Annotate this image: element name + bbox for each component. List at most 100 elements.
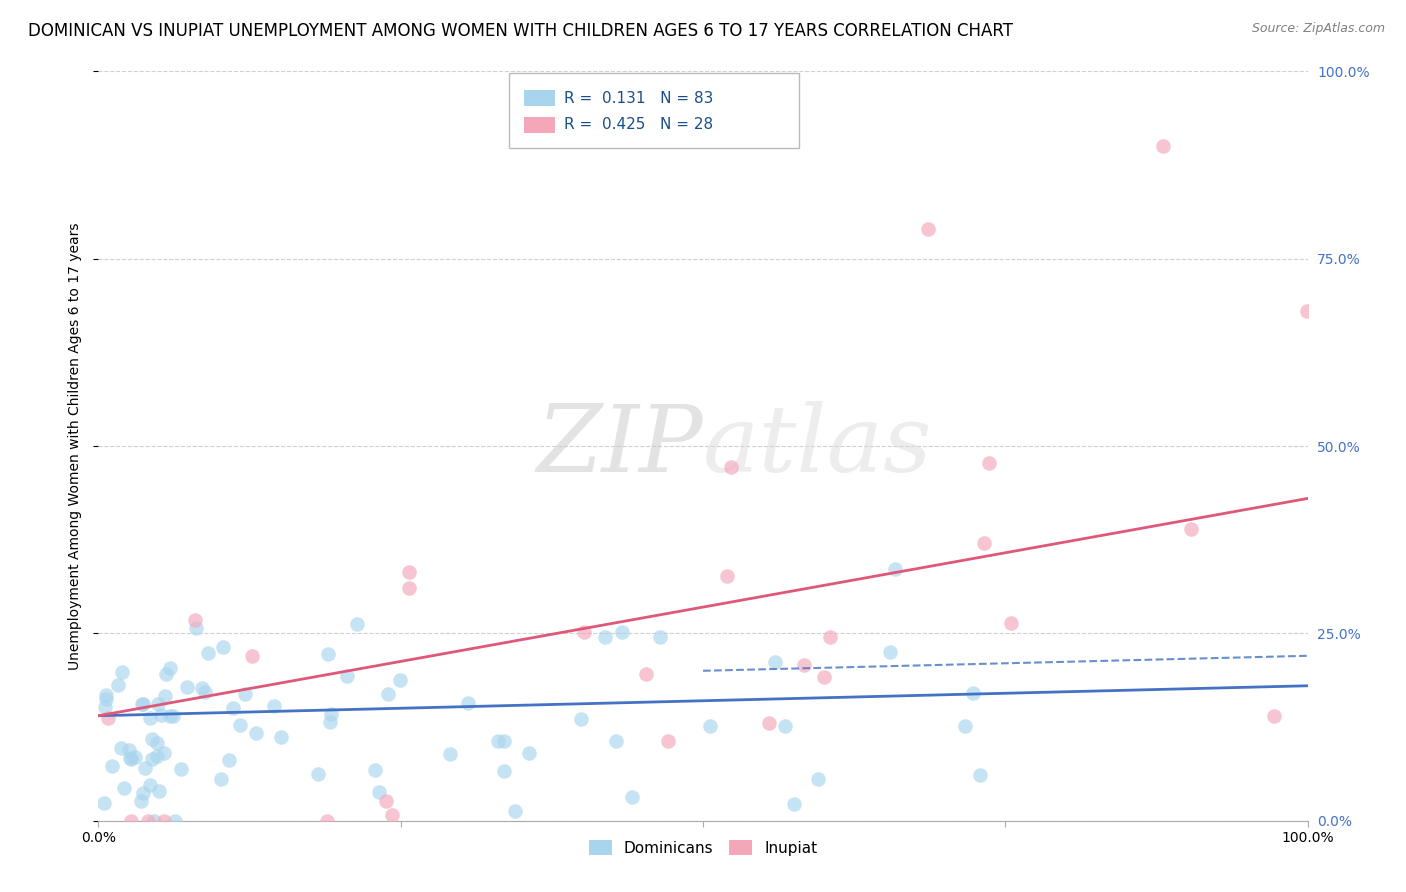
- Point: [1152, 139, 1174, 153]
- Point: [650, 630, 672, 644]
- Point: [1180, 522, 1202, 536]
- Point: [153, 814, 176, 828]
- Point: [319, 714, 342, 729]
- Point: [364, 763, 387, 777]
- Point: [374, 794, 396, 808]
- Point: [336, 669, 359, 683]
- Point: [973, 536, 995, 550]
- Point: [159, 709, 181, 723]
- Point: [141, 731, 163, 746]
- Point: [1295, 304, 1317, 318]
- Point: [150, 707, 173, 722]
- Point: [94, 691, 117, 706]
- Point: [917, 221, 939, 235]
- Point: [245, 726, 267, 740]
- Point: [1000, 616, 1022, 631]
- Point: [145, 736, 167, 750]
- Point: [492, 734, 515, 748]
- Point: [368, 785, 391, 799]
- Point: [93, 797, 115, 811]
- Point: [155, 689, 177, 703]
- Point: [211, 640, 233, 655]
- Point: [120, 752, 142, 766]
- Point: [197, 646, 219, 660]
- Point: [129, 794, 152, 808]
- Point: [593, 630, 616, 644]
- Point: [101, 758, 124, 772]
- Point: [134, 761, 156, 775]
- Point: [148, 784, 170, 798]
- Point: [110, 741, 132, 756]
- Point: [132, 698, 155, 712]
- Text: R =  0.131   N = 83: R = 0.131 N = 83: [564, 91, 713, 105]
- Point: [120, 814, 142, 828]
- Point: [118, 751, 141, 765]
- Point: [716, 569, 738, 583]
- Point: [377, 687, 399, 701]
- Point: [146, 697, 169, 711]
- Point: [763, 655, 786, 669]
- Point: [124, 750, 146, 764]
- Point: [307, 767, 329, 781]
- Point: [720, 459, 742, 474]
- Legend: Dominicans, Inupiat: Dominicans, Inupiat: [582, 833, 824, 862]
- Point: [165, 814, 187, 828]
- Point: [621, 789, 644, 804]
- Point: [962, 686, 984, 700]
- Point: [699, 719, 721, 733]
- Point: [517, 746, 540, 760]
- Point: [240, 648, 263, 663]
- Point: [503, 804, 526, 818]
- Point: [657, 734, 679, 748]
- Point: [155, 667, 177, 681]
- Point: [139, 778, 162, 792]
- Point: [820, 630, 842, 644]
- Point: [194, 684, 217, 698]
- Point: [131, 698, 153, 712]
- Point: [783, 797, 806, 811]
- Point: [319, 707, 342, 722]
- Point: [184, 621, 207, 635]
- Point: [233, 687, 256, 701]
- Point: [221, 700, 243, 714]
- Text: Source: ZipAtlas.com: Source: ZipAtlas.com: [1251, 22, 1385, 36]
- Point: [398, 581, 420, 595]
- Point: [169, 763, 191, 777]
- Point: [138, 814, 160, 828]
- Point: [813, 670, 835, 684]
- Point: [111, 665, 134, 679]
- Point: [139, 711, 162, 725]
- Point: [636, 666, 658, 681]
- Point: [162, 708, 184, 723]
- Point: [773, 719, 796, 733]
- Point: [612, 625, 634, 640]
- Point: [145, 748, 167, 763]
- Text: atlas: atlas: [703, 401, 932, 491]
- Point: [758, 716, 780, 731]
- Point: [346, 616, 368, 631]
- Point: [229, 718, 252, 732]
- Point: [132, 786, 155, 800]
- Point: [605, 734, 627, 748]
- Point: [492, 764, 515, 778]
- Point: [191, 681, 214, 696]
- Text: ZIP: ZIP: [536, 401, 703, 491]
- Point: [94, 699, 117, 714]
- Point: [884, 561, 907, 575]
- Point: [388, 673, 411, 688]
- Point: [183, 613, 205, 627]
- Point: [569, 712, 592, 726]
- Point: [263, 699, 285, 714]
- Point: [807, 772, 830, 786]
- Point: [793, 658, 815, 673]
- Point: [218, 753, 240, 767]
- Text: DOMINICAN VS INUPIAT UNEMPLOYMENT AMONG WOMEN WITH CHILDREN AGES 6 TO 17 YEARS C: DOMINICAN VS INUPIAT UNEMPLOYMENT AMONG …: [28, 22, 1014, 40]
- Y-axis label: Unemployment Among Women with Children Ages 6 to 17 years: Unemployment Among Women with Children A…: [69, 222, 83, 670]
- Point: [955, 719, 977, 733]
- Point: [152, 747, 174, 761]
- Point: [143, 814, 166, 828]
- Point: [97, 710, 120, 724]
- Point: [486, 733, 509, 747]
- Point: [141, 752, 163, 766]
- Point: [879, 645, 901, 659]
